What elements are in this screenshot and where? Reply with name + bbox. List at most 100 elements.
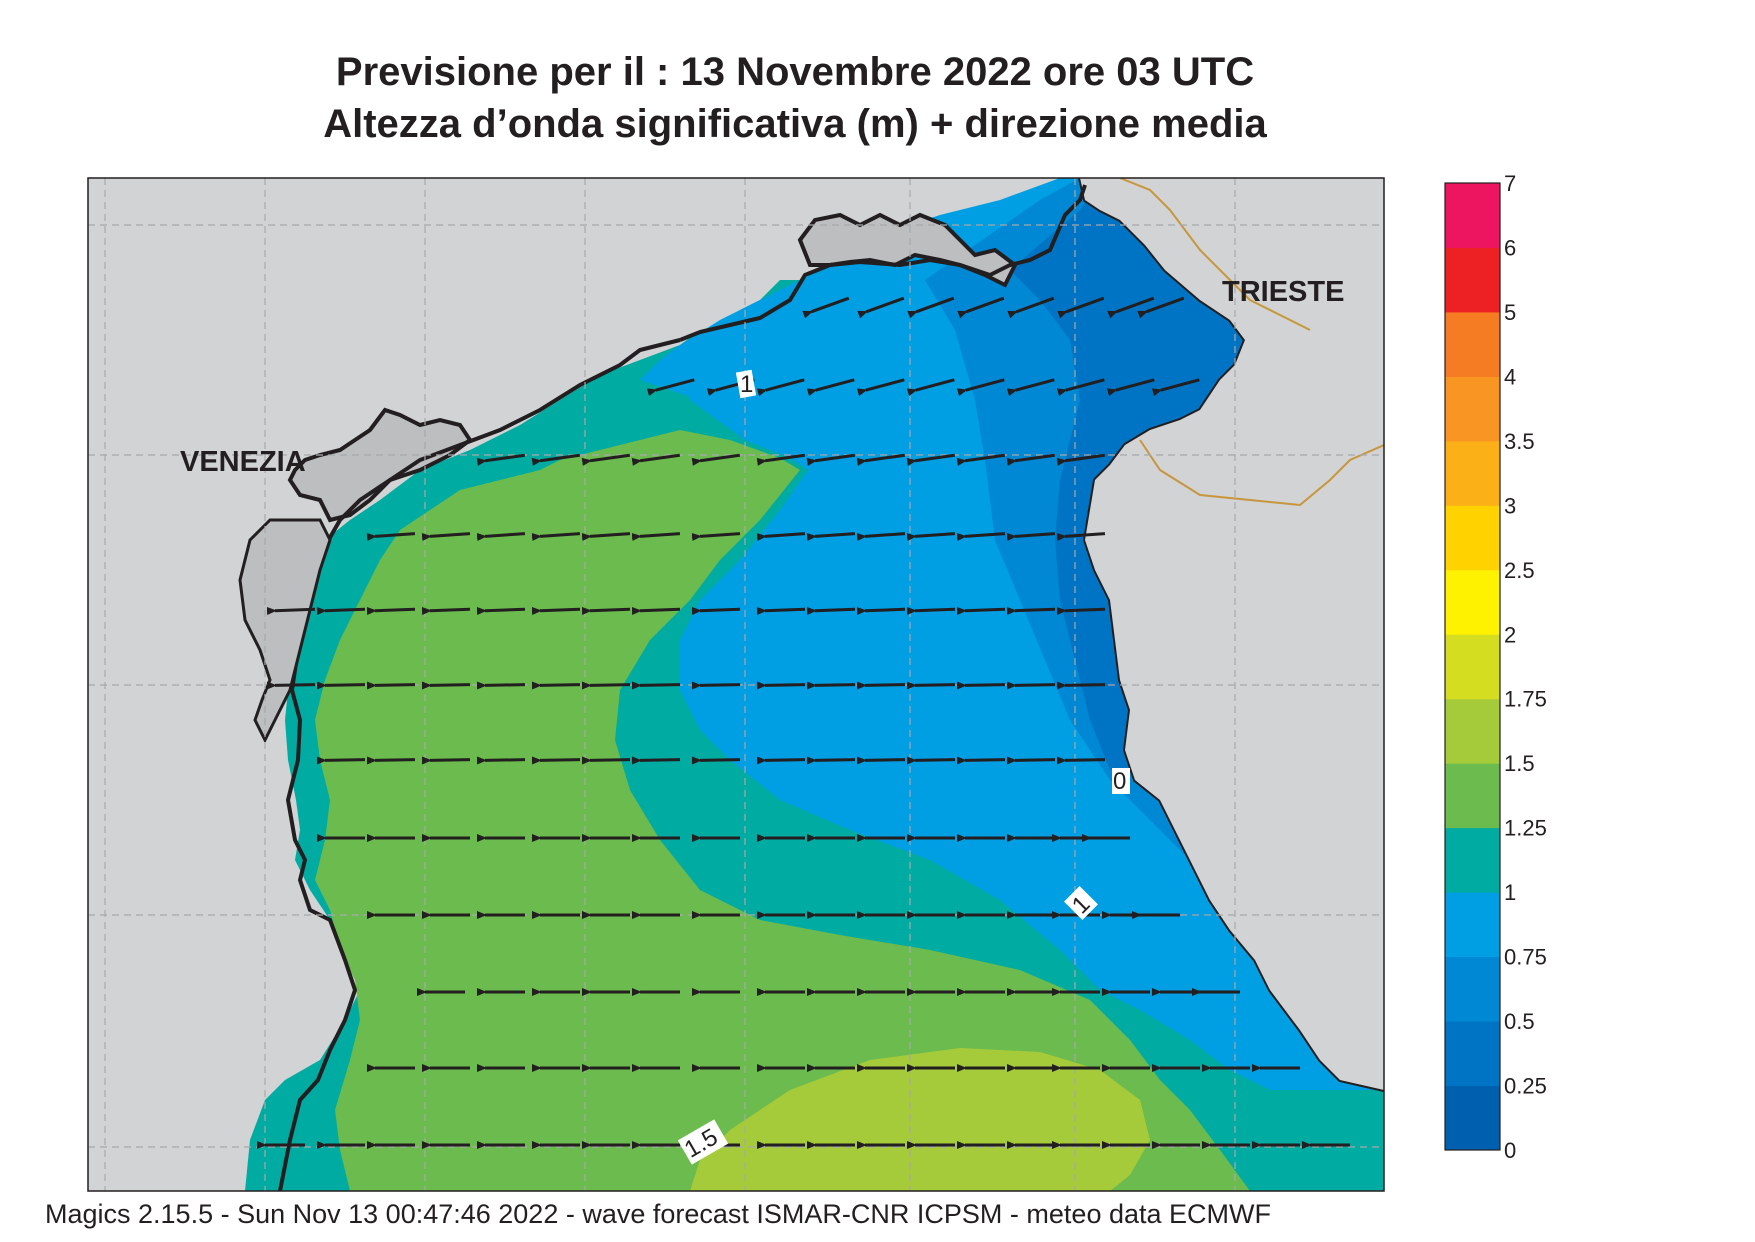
wave-arrow [691,681,741,690]
wave-arrow [531,453,581,466]
wave-arrow [856,756,906,765]
wave-arrow [1106,378,1155,397]
title-line-1: Previsione per il : 13 Novembre 2022 ore… [335,50,1255,94]
legend-colorbar: 0 0.25 0.5 0.75 1 1.25 1.5 1.75 2 2.5 3 3.5 4 5 6 7 [1444,171,1547,1163]
wave-arrow [956,453,1006,466]
wave-arrow [1006,756,1056,765]
land-venezia-islands [238,518,332,744]
wave-arrow [631,756,681,765]
wave-arrow [366,606,416,615]
wave-arrow [366,681,416,690]
legend-tick-label: 5 [1504,300,1516,325]
wave-arrow [806,606,856,615]
wave-arrow [806,378,855,397]
sea-band-north-0.75 [640,300,820,455]
wave-arrow [756,378,805,397]
wave-arrow [581,756,631,765]
wave-arrow [756,681,806,690]
wave-arrow [421,606,471,615]
footer-credits: Magics 2.15.5 - Sun Nov 13 00:47:46 2022… [45,1199,1271,1229]
wave-arrow [856,453,906,466]
wave-arrow [1007,296,1055,319]
wave-arrow [531,756,581,765]
city-label-trieste: TRIESTE [1222,276,1344,308]
wave-arrow [956,378,1005,397]
wave-arrow [906,532,956,541]
wave-arrow [421,532,471,541]
wave-arrow [316,681,366,690]
legend-swatch [1445,1085,1500,1151]
wave-arrow [956,681,1006,690]
wave-arrow [1006,606,1056,615]
wave-arrow [756,756,806,765]
wave-arrow [856,532,906,541]
wave-arrow [691,756,741,765]
wave-arrow [907,296,955,319]
wave-arrow [856,681,906,690]
wave-arrow [316,756,366,765]
wave-arrow [756,606,806,615]
legend-tick-label: 2 [1504,622,1516,647]
legend-tick-label: 0.5 [1504,1009,1535,1034]
legend-swatch [1445,247,1500,313]
legend-swatch [1445,827,1500,893]
wave-arrow [1006,453,1056,466]
wave-arrow [531,681,581,690]
wave-arrow [531,532,581,541]
wave-arrow [802,296,850,319]
wave-direction-arrows [257,296,1350,1149]
border-italy-slovenia [1119,178,1384,507]
wave-arrow [476,453,526,466]
wave-arrow [956,532,1006,541]
map-frame [87,177,1385,1192]
wave-arrow [1056,532,1106,541]
wave-arrow [531,606,581,615]
wave-arrow [476,756,526,765]
legend-tick-label: 1 [1504,880,1516,905]
legend-tick-label: 1.5 [1504,751,1535,776]
wave-arrow [631,606,681,615]
legend-swatch [1445,634,1500,700]
wave-arrow [266,681,316,690]
wave-arrow [906,756,956,765]
wave-arrow [1006,378,1055,397]
wave-arrow [856,606,906,615]
legend-tick-label: 2.5 [1504,558,1535,583]
wave-arrow [316,606,366,615]
legend-tick-label: 4 [1504,364,1516,389]
legend-swatch [1445,311,1500,377]
legend-tick-label: 6 [1504,235,1516,260]
wave-arrow [631,681,681,690]
wave-arrow [581,681,631,690]
title-line-2: Altezza d’onda significativa (m) + direz… [323,102,1267,146]
contour-label-0: 0 [1113,768,1126,795]
legend-tick-label: 0 [1504,1138,1516,1163]
wave-arrow [476,681,526,690]
wave-arrow [1056,756,1106,765]
wave-arrow [1151,378,1200,397]
wave-arrow [691,453,741,466]
wave-arrow [421,756,471,765]
wave-arrow [476,606,526,615]
wave-arrow [1006,681,1056,690]
wave-arrow [1056,606,1106,615]
legend-swatch [1445,892,1500,958]
wave-arrow [581,453,631,466]
legend-tick-label: 3.5 [1504,429,1535,454]
wave-arrow [1056,378,1105,397]
legend-swatch [1445,956,1500,1022]
wave-arrow [1057,296,1105,319]
legend-swatch [1445,569,1500,635]
coastline-north [679,184,1087,342]
wave-arrow [421,681,471,690]
legend-swatch [1445,698,1500,764]
wave-arrow [857,296,905,319]
wave-arrow [906,378,955,397]
legend-swatch [1445,505,1500,571]
contour-label-1-north: 1 [740,371,753,398]
land-venezia-lagoon [287,407,473,523]
legend-swatch [1445,1021,1500,1087]
wave-arrow [956,606,1006,615]
wave-arrow [806,532,856,541]
wave-arrow [476,532,526,541]
